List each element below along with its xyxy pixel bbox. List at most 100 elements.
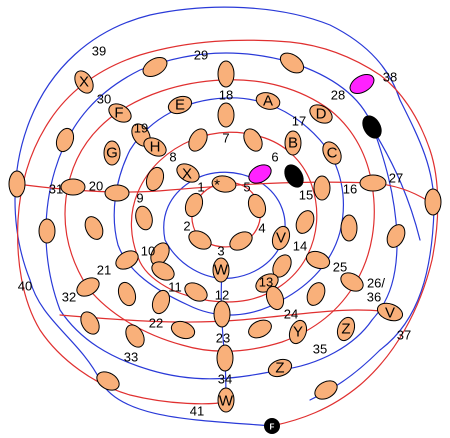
crossing <box>295 210 315 234</box>
crossing <box>151 289 171 315</box>
region-label: 2 <box>183 219 190 234</box>
node-label-Y: Y <box>293 324 303 341</box>
region-label: 8 <box>169 150 176 165</box>
region-label: 27 <box>389 171 403 186</box>
region-label: 34 <box>218 372 232 387</box>
node-label-F: F <box>114 105 123 122</box>
region-label: 3 <box>217 244 224 259</box>
region-labels: 1 2 3 4 5 6 7 8 9 10 11 12 13 14 15 16 1… <box>18 44 411 419</box>
region-label: 4 <box>258 221 265 236</box>
region-label: 15 <box>299 188 313 203</box>
node-label-A: A <box>263 93 273 110</box>
blocked-marker <box>284 164 304 188</box>
region-label: 21 <box>97 263 111 278</box>
highlight-marker <box>349 74 375 94</box>
crossing-markers <box>8 52 442 413</box>
crossing <box>135 205 153 231</box>
region-label: 32 <box>62 290 76 305</box>
finish-label: F <box>270 423 275 432</box>
node-label-X: X <box>182 166 192 183</box>
crossing <box>80 311 100 335</box>
crossing <box>248 319 272 339</box>
region-label: 11 <box>168 280 182 295</box>
region-label: 28 <box>331 88 345 103</box>
red-curve-cross <box>9 181 435 206</box>
crossing <box>8 170 26 198</box>
crossing-node-H <box>143 137 167 157</box>
crossing <box>84 216 104 240</box>
crossing <box>115 250 139 270</box>
region-label: 29 <box>194 48 208 63</box>
region-label: 1 <box>197 180 204 195</box>
crossing-node-B <box>284 130 302 156</box>
region-label: 13 <box>259 275 273 290</box>
node-labels: * X F E A D G H B C V W Y Z V Z W <box>106 93 395 410</box>
crossing <box>313 175 331 201</box>
region-label: 31 <box>49 182 63 197</box>
region-label: 10 <box>141 244 155 259</box>
crossing <box>265 285 285 311</box>
region-label: 33 <box>124 350 138 365</box>
special-markers <box>248 74 382 188</box>
node-label-star: * <box>214 177 220 194</box>
region-label: 17 <box>292 114 306 129</box>
node-label-C: C <box>327 145 338 162</box>
crossing <box>279 52 305 74</box>
node-label-Z: Z <box>341 321 350 338</box>
red-curve-cross-2 <box>59 309 396 323</box>
node-label-X-outer: X <box>79 74 89 91</box>
region-label: 14 <box>293 239 307 254</box>
node-label-D: D <box>316 106 327 123</box>
blue-curve-link-2 <box>371 127 421 241</box>
node-label-V: V <box>385 305 395 322</box>
crossing-node-X1 <box>74 70 94 94</box>
crossing <box>184 192 204 218</box>
blue-curve-outer <box>14 6 435 427</box>
crossing <box>184 282 208 302</box>
crossing <box>243 128 263 152</box>
region-label: 18 <box>219 88 233 103</box>
crossing <box>247 193 267 219</box>
region-label: 12 <box>215 288 229 303</box>
region-label: 16 <box>343 182 357 197</box>
crossing-node-F <box>108 103 132 123</box>
crossing <box>424 188 442 216</box>
region-label: 20 <box>89 179 103 194</box>
crossing-node-W1 <box>212 257 230 283</box>
crossing <box>188 230 212 250</box>
node-label-Z: Z <box>275 360 284 377</box>
crossing <box>359 174 387 192</box>
region-label: 23 <box>216 331 230 346</box>
crossing <box>151 261 175 281</box>
finish-marker: F <box>264 418 280 434</box>
region-label: 25 <box>333 260 347 275</box>
crossing <box>117 281 137 307</box>
node-label-W: W <box>214 262 229 279</box>
crossing <box>229 231 253 251</box>
region-label: 41 <box>190 404 204 419</box>
crossing-node-C <box>322 141 342 165</box>
crossing <box>125 324 145 348</box>
crossing <box>314 380 338 400</box>
crossing-node-Z2 <box>267 358 293 378</box>
crossing-node-V2 <box>376 302 404 322</box>
crossing-node-E <box>167 95 193 115</box>
crossing <box>216 344 234 372</box>
node-label-W: W <box>219 393 234 410</box>
crossing-node-X2 <box>176 163 200 183</box>
crossing <box>340 214 358 242</box>
crossing-node-W2 <box>217 387 235 413</box>
blue-curve-mid <box>45 52 398 380</box>
region-label: 7 <box>222 131 229 146</box>
region-label: 30 <box>97 92 111 107</box>
crossing-node-star <box>211 175 237 193</box>
region-label: 35 <box>313 342 327 357</box>
region-label: 40 <box>18 279 32 294</box>
region-label: 6 <box>271 150 278 165</box>
region-label: 37 <box>397 328 411 343</box>
crossing <box>213 300 231 328</box>
node-label-B: B <box>288 135 298 152</box>
crossing-node-Z1 <box>336 316 356 342</box>
highlight-marker <box>248 164 272 184</box>
